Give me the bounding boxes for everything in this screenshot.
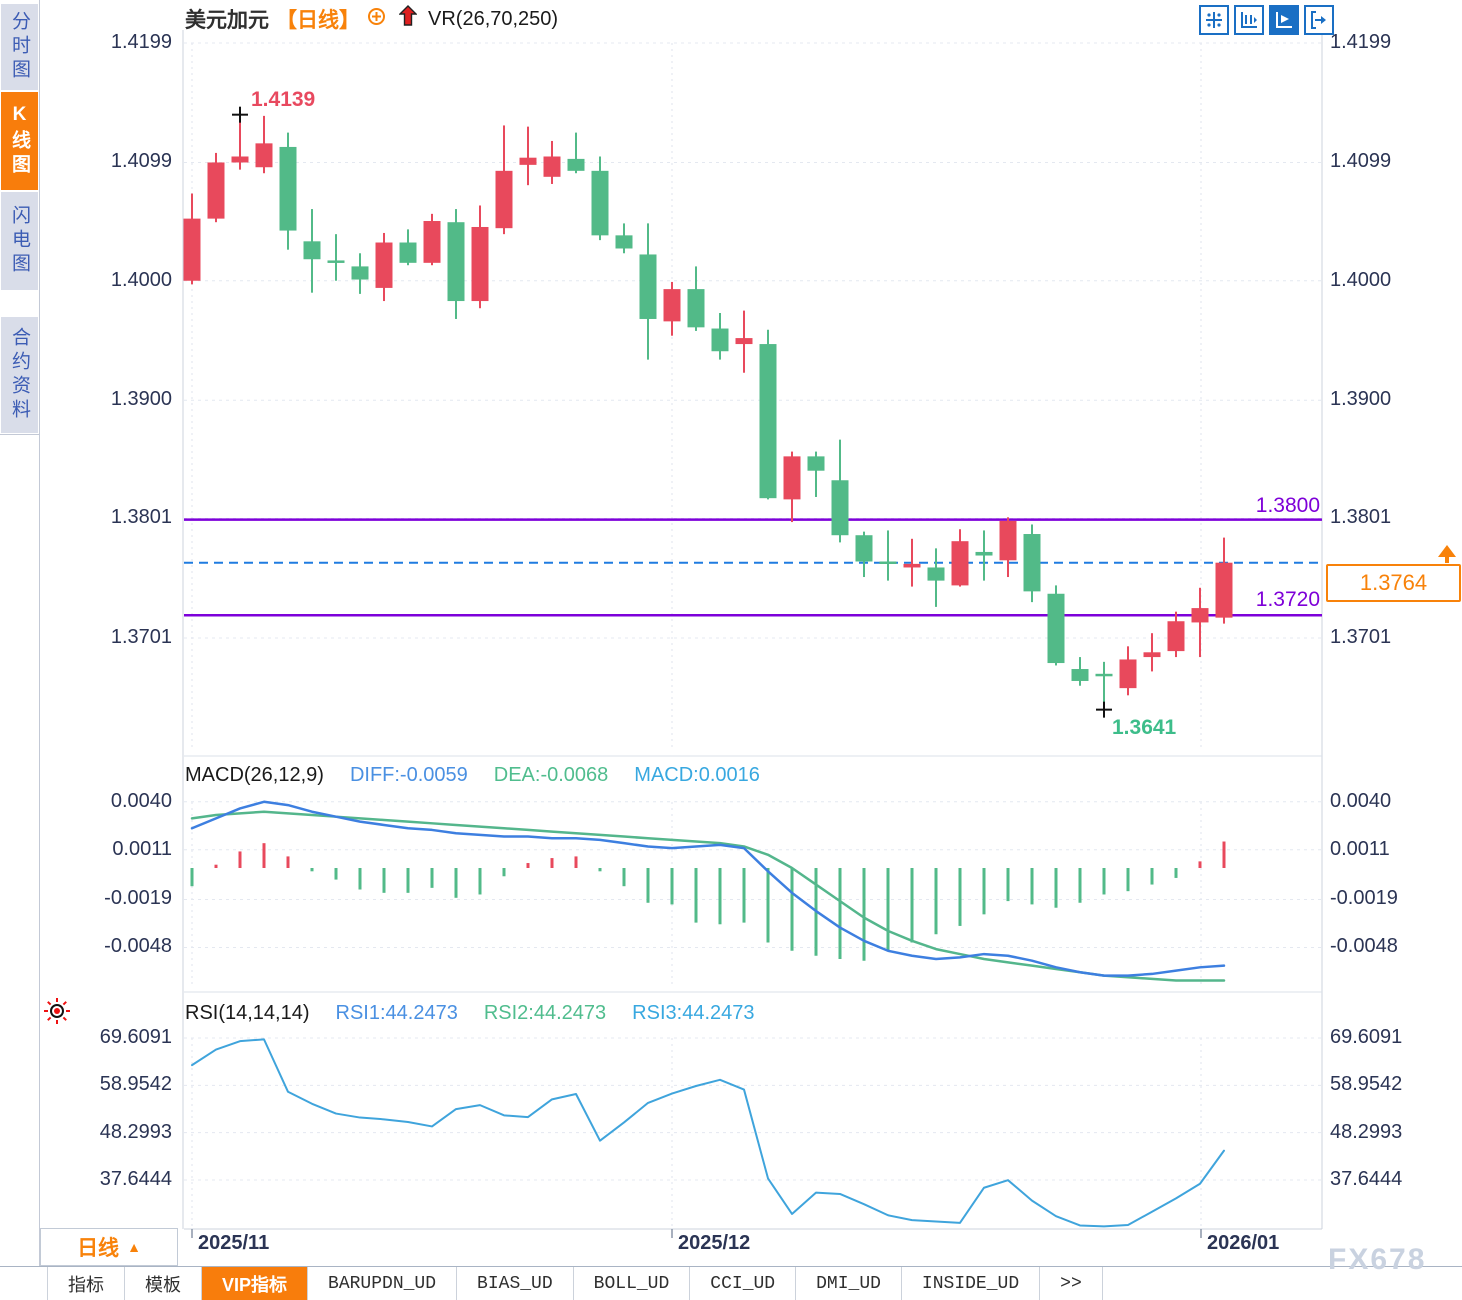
- macd-axis-label: -0.0019: [1330, 887, 1398, 910]
- rsi1-value: RSI1:44.2473: [335, 1002, 458, 1024]
- price-axis-label: 1.3900: [1330, 388, 1392, 411]
- price-axis-label: 1.4000: [1330, 268, 1392, 291]
- low-price-annotation: 1.3641: [1112, 716, 1177, 739]
- tab-3[interactable]: BARUPDN_UD: [308, 1267, 458, 1300]
- macd-title[interactable]: MACD(26,12,9): [185, 764, 324, 786]
- resistance-level-label[interactable]: 1.3800: [1255, 494, 1320, 517]
- tab-8[interactable]: INSIDE_UD: [902, 1267, 1041, 1300]
- rsi-axis-label: 48.2993: [1330, 1120, 1403, 1143]
- scale-axes-icon[interactable]: [1234, 5, 1264, 35]
- price-axis-label: 1.4000: [110, 268, 172, 291]
- price-axis-label: 1.4199: [110, 31, 172, 53]
- axis-play-icon[interactable]: [1269, 5, 1299, 35]
- rsi-header: RSI(14,14,14) RSI1:44.2473 RSI2:44.2473 …: [185, 1002, 755, 1025]
- chart-header: 美元加元 【日线】 VR(26,70,250): [185, 4, 558, 34]
- exit-right-icon[interactable]: [1304, 5, 1334, 35]
- rsi3-value: RSI3:44.2473: [632, 1002, 755, 1024]
- sidebar: 分时图 K线图 闪电图合约资料: [0, 0, 40, 1300]
- target-icon[interactable]: [367, 7, 386, 32]
- tab-2[interactable]: VIP指标: [202, 1267, 309, 1300]
- period-selector-label: 日线: [77, 1237, 120, 1260]
- sidebar-item-1[interactable]: K线图: [1, 92, 38, 190]
- rsi-title[interactable]: RSI(14,14,14): [185, 1002, 310, 1024]
- rsi-axis-label: 48.2993: [99, 1120, 172, 1143]
- chart-toolbar: [1199, 5, 1334, 35]
- macd-axis-label: 0.0040: [1330, 789, 1392, 812]
- price-axis-label: 1.3701: [1330, 625, 1392, 648]
- tab-5[interactable]: BOLL_UD: [574, 1267, 691, 1300]
- current-price-tag: 1.3764: [1326, 564, 1461, 602]
- price-axis-label: 1.4199: [1330, 31, 1392, 53]
- x-axis-month-label: 2025/12: [678, 1232, 751, 1254]
- macd-axis-label: -0.0019: [104, 887, 172, 910]
- period-selector[interactable]: 日线 ▲: [40, 1228, 178, 1266]
- sidebar-item-2[interactable]: 闪电图: [1, 192, 38, 290]
- macd-axis-label: 0.0011: [112, 837, 172, 860]
- buy-arrow-icon: [398, 5, 418, 33]
- rsi-axis-label: 58.9542: [1330, 1073, 1403, 1096]
- tab-4[interactable]: BIAS_UD: [457, 1267, 574, 1300]
- price-axis-label: 1.4099: [1330, 150, 1392, 173]
- price-axis-label: 1.3801: [1330, 506, 1392, 529]
- move-crosshair-icon[interactable]: [1199, 5, 1229, 35]
- sidebar-item-0[interactable]: 分时图: [1, 4, 38, 90]
- sidebar-empty-panel: [0, 434, 39, 1267]
- tab-more[interactable]: >>: [1040, 1267, 1103, 1300]
- x-axis-month-label: 2025/11: [198, 1232, 270, 1254]
- macd-axis-label: 0.0011: [1330, 837, 1390, 860]
- tab-bar-spacer: [0, 1267, 48, 1300]
- macd-macd-value: MACD:0.0016: [634, 764, 760, 786]
- rsi-axis-label: 37.6444: [1330, 1167, 1403, 1190]
- high-price-annotation: 1.4139: [251, 88, 316, 111]
- price-up-arrow-stem: [1445, 557, 1449, 563]
- period-tag[interactable]: 【日线】: [276, 9, 360, 32]
- tab-7[interactable]: DMI_UD: [796, 1267, 902, 1300]
- rsi-axis-label: 69.6091: [99, 1026, 172, 1048]
- macd-axis-label: -0.0048: [104, 935, 172, 958]
- watermark: FX678: [1328, 1243, 1427, 1276]
- tab-6[interactable]: CCI_UD: [690, 1267, 797, 1300]
- price-axis-label: 1.4099: [110, 150, 172, 173]
- rsi-axis-label: 69.6091: [1330, 1026, 1403, 1048]
- rsi-axis-label: 58.9542: [99, 1073, 172, 1096]
- rsi2-value: RSI2:44.2473: [483, 1002, 607, 1024]
- macd-axis-label: 0.0040: [110, 789, 172, 812]
- period-selector-arrow-icon: ▲: [127, 1239, 141, 1255]
- price-axis-label: 1.3701: [110, 625, 172, 648]
- macd-dea-value: DEA:-0.0068: [493, 764, 609, 786]
- macd-axis-label: -0.0048: [1330, 935, 1398, 958]
- tab-1[interactable]: 模板: [125, 1267, 202, 1300]
- symbol-name: 美元加元: [185, 9, 269, 32]
- tab-0[interactable]: 指标: [48, 1267, 125, 1300]
- macd-diff-value: DIFF:-0.0059: [349, 764, 468, 786]
- price-up-arrow-icon: [1438, 545, 1456, 557]
- support-level-label[interactable]: 1.3720: [1255, 588, 1320, 611]
- sidebar-item-3[interactable]: 合约资料: [1, 317, 38, 433]
- vr-indicator-label[interactable]: VR(26,70,250): [428, 7, 559, 30]
- price-axis-label: 1.3900: [110, 388, 172, 411]
- price-axis-label: 1.3801: [110, 506, 172, 529]
- alert-sun-icon[interactable]: [43, 997, 71, 1030]
- indicator-tab-bar: 指标 模板 VIP指标 BARUPDN_UD BIAS_UD BOLL_UD CCI_UD D…: [0, 1266, 1462, 1300]
- macd-header: MACD(26,12,9) DIFF:-0.0059 DEA:-0.0068 M…: [185, 764, 760, 787]
- rsi-axis-label: 37.6444: [99, 1167, 172, 1190]
- x-axis-month-label: 2026/01: [1207, 1232, 1280, 1254]
